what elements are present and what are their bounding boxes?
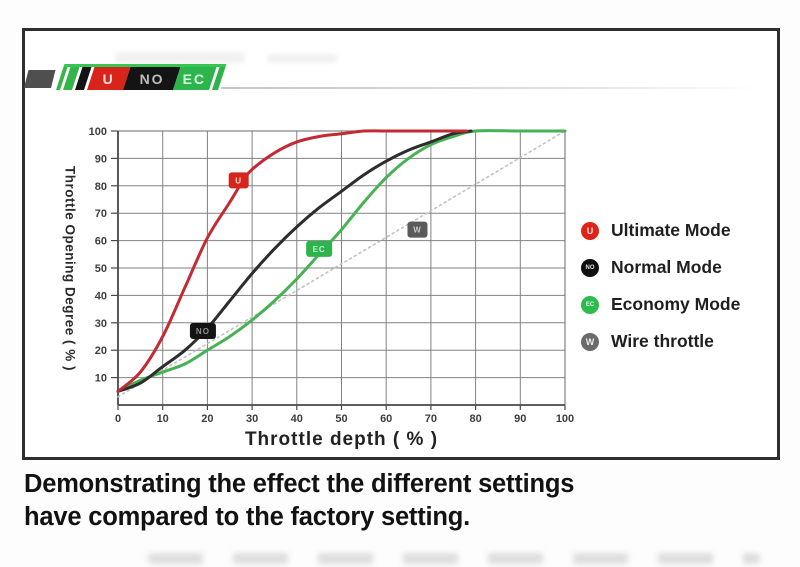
y-tick-label: 80 [95,181,107,193]
y-tick-label: 40 [95,290,107,302]
cropped-content-strip [148,553,760,564]
faint-watermark [115,52,245,63]
curve-badge-label: NO [196,327,210,336]
legend-swatch-icon: NO [581,258,599,277]
caption-line-1: Demonstrating the effect the different s… [24,470,575,498]
series-ultimate-mode [116,129,469,393]
legend-label: Economy Mode [611,294,741,314]
curve-badge-label: EC [313,245,326,254]
logo-rule-line [221,87,761,89]
y-tick-label: 50 [95,263,107,275]
x-tick-label: 40 [291,413,303,425]
x-tick-label: 80 [469,413,481,425]
y-tick-label: 70 [95,208,107,220]
legend-swatch-icon: W [581,332,599,351]
y-tick-label: 60 [95,236,107,248]
chart-legend: U Ultimate Mode NO Normal Mode EC Economy Mod… [581,212,740,360]
caption-line-2: have compared to the factory setting. [24,503,471,531]
curve-badge-label: U [235,176,242,185]
curve-badge-no [189,323,216,340]
series-normal-mode [116,129,473,393]
legend-item: NO Normal Mode [581,249,740,286]
x-tick-label: 10 [157,413,169,425]
legend-swatch-icon: U [581,221,599,240]
chart-panel: U NO EC 0 10 20 30 40 50 60 70 80 90 100 10 20 30 40 50 60… [22,28,780,460]
legend-swatch-icon: EC [581,295,599,314]
curve-badge-label: W [413,226,422,235]
legend-label: Normal Mode [611,257,722,277]
x-tick-label: 30 [246,413,258,425]
x-tick-label: 20 [201,413,213,425]
x-tick-label: 100 [556,413,574,425]
series-wire-throttle [117,130,566,398]
x-tick-label: 60 [380,413,392,425]
x-tick-label: 50 [335,413,347,425]
legend-item: U Ultimate Mode [581,212,740,249]
legend-item: EC Economy Mode [581,286,740,323]
legend-label: Wire throttle [611,331,714,351]
x-tick-label: 70 [425,413,437,425]
y-tick-label: 90 [95,153,107,165]
curve-badge-ec [306,240,333,257]
faint-watermark [267,54,337,63]
x-tick-label: 90 [514,413,526,425]
y-tick-label: 10 [95,373,107,385]
y-tick-label: 30 [95,318,107,330]
curve-badge-u [228,172,249,189]
figure-caption: Demonstrating the effect the different s… [24,468,574,534]
y-axis-title: Throttle Opening Degree ( % ) [62,166,78,372]
curve-badge-w [407,221,428,238]
legend-label: Ultimate Mode [611,220,731,240]
x-axis-title: Throttle depth ( % ) [244,429,439,450]
y-tick-label: 20 [95,345,107,357]
x-tick-label: 0 [115,413,121,425]
legend-item: W Wire throttle [581,323,740,360]
y-tick-label: 100 [89,126,107,138]
throttle-response-chart: 0 10 20 30 40 50 60 70 80 90 100 10 20 30 40 50 60 70 80 90… [89,126,575,425]
